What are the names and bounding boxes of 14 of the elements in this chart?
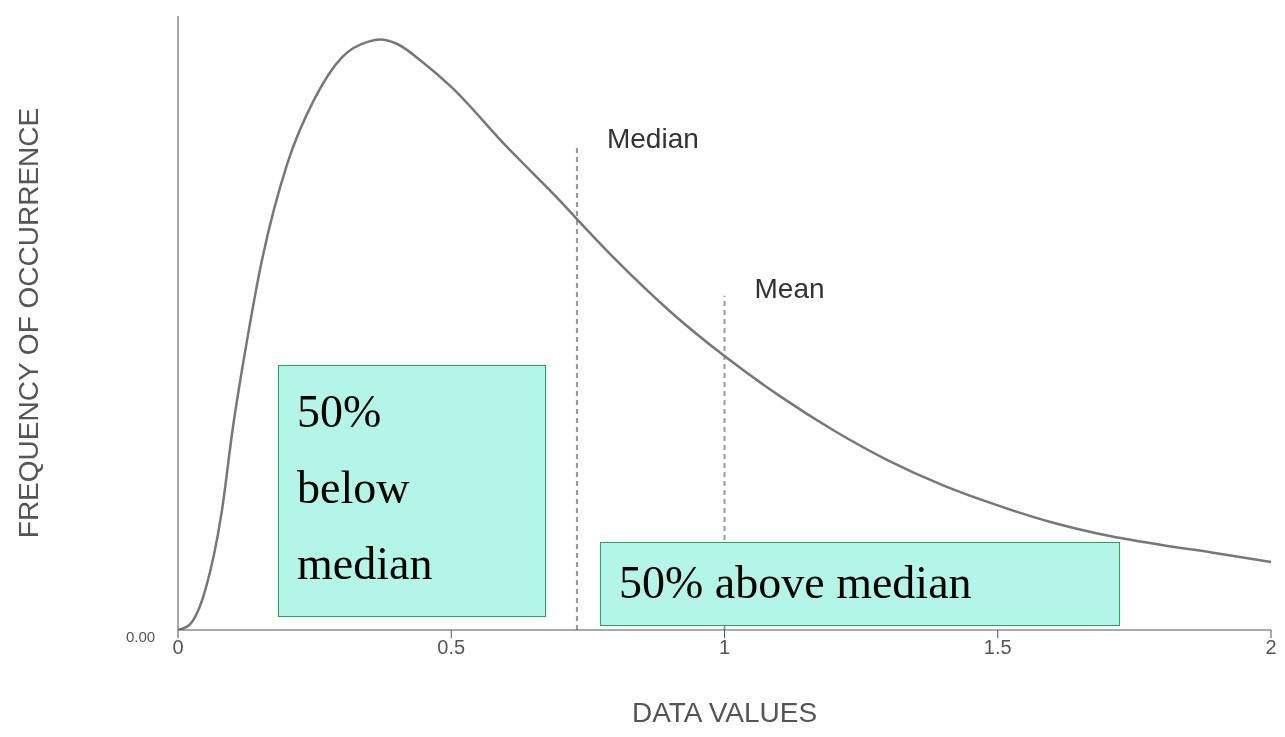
text-box: 50% above median: [600, 542, 1120, 626]
x-tick-label: 1.5: [983, 636, 1012, 659]
x-tick-label: 0.5: [437, 636, 466, 659]
ref-line-label: Mean: [754, 272, 825, 304]
x-tick-label: 1: [718, 636, 731, 659]
y-axis-title: FREQUENCY OF OCCURRENCE: [12, 107, 44, 539]
x-tick-label: 2: [1265, 636, 1277, 659]
text-box: 50% below median: [278, 365, 546, 617]
annotation: 50% above median: [619, 557, 972, 608]
ref-line-label: Median: [606, 122, 699, 154]
x-tick-label: 0: [172, 636, 184, 659]
x-axis-title: DATA VALUES: [631, 697, 818, 728]
annotation: 50% below median: [297, 386, 433, 589]
text: 0.00: [126, 628, 156, 645]
